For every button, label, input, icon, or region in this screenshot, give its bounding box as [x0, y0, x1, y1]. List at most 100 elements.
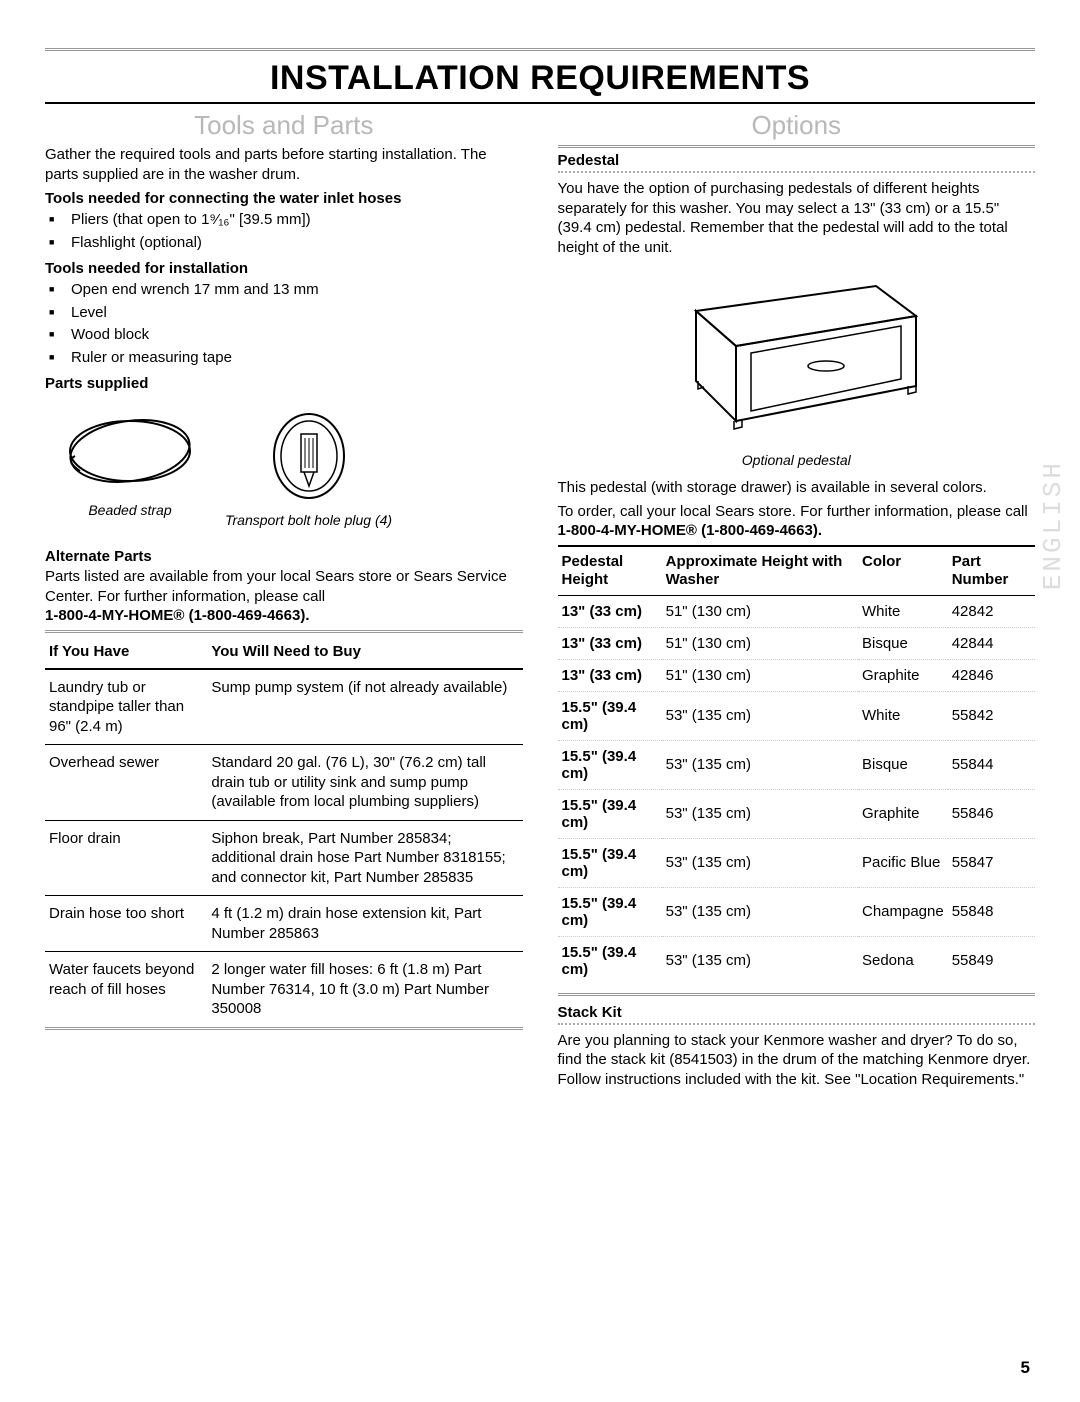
- table-row: 15.5" (39.4 cm)53" (135 cm)Graphite55846: [558, 789, 1036, 838]
- list-item: Pliers (that open to 1⁹⁄₁₆" [39.5 mm]): [49, 209, 523, 232]
- alternate-parts-heading: Alternate Parts: [45, 548, 523, 565]
- cell-color: Graphite: [858, 789, 948, 838]
- table-row: Laundry tub or standpipe taller than 96"…: [45, 669, 523, 745]
- th-color: Color: [858, 546, 948, 596]
- title-underline: [45, 102, 1035, 104]
- cell-you-need: 2 longer water fill hoses: 6 ft (1.8 m) …: [207, 952, 522, 1029]
- cell-you-need: Sump pump system (if not already availab…: [207, 669, 522, 745]
- options-heading: Options: [558, 110, 1036, 141]
- table-row: 13" (33 cm)51" (130 cm)Bisque42844: [558, 627, 1036, 659]
- cell-if-you-have: Drain hose too short: [45, 896, 207, 952]
- cell-approx: 51" (130 cm): [662, 659, 858, 691]
- cell-approx: 53" (135 cm): [662, 691, 858, 740]
- cell-height: 15.5" (39.4 cm): [558, 838, 662, 887]
- table-row: Floor drainSiphon break, Part Number 285…: [45, 820, 523, 896]
- cell-approx: 53" (135 cm): [662, 838, 858, 887]
- th-ped-height: Pedestal Height: [558, 546, 662, 596]
- table-row: Water faucets beyond reach of fill hoses…: [45, 952, 523, 1029]
- list-item: Ruler or measuring tape: [49, 347, 523, 370]
- cell-if-you-have: Water faucets beyond reach of fill hoses: [45, 952, 207, 1029]
- th-part-num: Part Number: [948, 546, 1035, 596]
- table-row: 15.5" (39.4 cm)53" (135 cm)Bisque55844: [558, 740, 1036, 789]
- alternate-parts-table: If You Have You Will Need to Buy Laundry…: [45, 635, 523, 1030]
- cell-if-you-have: Floor drain: [45, 820, 207, 896]
- pedestal-availability: This pedestal (with storage drawer) is a…: [558, 478, 1036, 498]
- intro-text: Gather the required tools and parts befo…: [45, 145, 523, 184]
- cell-height: 13" (33 cm): [558, 627, 662, 659]
- pedestal-intro: You have the option of purchasing pedest…: [558, 179, 1036, 257]
- table-row: 15.5" (39.4 cm)53" (135 cm)Pacific Blue5…: [558, 838, 1036, 887]
- tools-parts-heading: Tools and Parts: [45, 110, 523, 141]
- th-you-need: You Will Need to Buy: [207, 635, 522, 669]
- transport-plug-figure: Transport bolt hole plug (4): [225, 406, 392, 528]
- cell-color: Bisque: [858, 627, 948, 659]
- cell-height: 15.5" (39.4 cm): [558, 936, 662, 985]
- cell-approx: 53" (135 cm): [662, 936, 858, 985]
- side-language-label: ENGLISH: [1038, 460, 1068, 590]
- ped-order-text: To order, call your local Sears store. F…: [558, 503, 1028, 520]
- cell-height: 15.5" (39.4 cm): [558, 887, 662, 936]
- list-item: Open end wrench 17 mm and 13 mm: [49, 279, 523, 302]
- alt-parts-intro-text: Parts listed are available from your loc…: [45, 568, 507, 605]
- cell-color: Champagne: [858, 887, 948, 936]
- phone-number: 1-800-4-MY-HOME® (1-800-469-4663).: [558, 522, 823, 539]
- stack-kit-heading: Stack Kit: [558, 1004, 1036, 1021]
- table-row: 13" (33 cm)51" (130 cm)White42842: [558, 595, 1036, 627]
- pedestal-heading: Pedestal: [558, 152, 1036, 169]
- fig-caption: Beaded strap: [88, 502, 171, 518]
- parts-supplied-heading: Parts supplied: [45, 375, 523, 392]
- pedestal-order-info: To order, call your local Sears store. F…: [558, 502, 1036, 541]
- top-rule: [45, 48, 1035, 51]
- table-row: 15.5" (39.4 cm)53" (135 cm)Sedona55849: [558, 936, 1036, 985]
- cell-part: 55842: [948, 691, 1035, 740]
- ped-table-bottom-rule: [558, 993, 1036, 996]
- cell-part: 55848: [948, 887, 1035, 936]
- options-rule: [558, 145, 1036, 148]
- cell-part: 55844: [948, 740, 1035, 789]
- cell-approx: 53" (135 cm): [662, 740, 858, 789]
- left-column: Tools and Parts Gather the required tool…: [45, 110, 523, 1093]
- cell-part: 42846: [948, 659, 1035, 691]
- cell-if-you-have: Overhead sewer: [45, 745, 207, 821]
- cell-height: 15.5" (39.4 cm): [558, 740, 662, 789]
- alt-parts-intro: Parts listed are available from your loc…: [45, 567, 523, 626]
- phone-number: 1-800-4-MY-HOME® (1-800-469-4663).: [45, 607, 310, 624]
- cell-approx: 53" (135 cm): [662, 789, 858, 838]
- page-number: 5: [1021, 1358, 1030, 1378]
- table-row: 13" (33 cm)51" (130 cm)Graphite42846: [558, 659, 1036, 691]
- pedestal-table: Pedestal Height Approximate Height with …: [558, 545, 1036, 985]
- tools-hoses-list: Pliers (that open to 1⁹⁄₁₆" [39.5 mm]) F…: [45, 209, 523, 254]
- table-row: 15.5" (39.4 cm)53" (135 cm)Champagne5584…: [558, 887, 1036, 936]
- cell-height: 15.5" (39.4 cm): [558, 789, 662, 838]
- cell-you-need: Standard 20 gal. (76 L), 30" (76.2 cm) t…: [207, 745, 522, 821]
- cell-height: 13" (33 cm): [558, 659, 662, 691]
- table-row: 15.5" (39.4 cm)53" (135 cm)White55842: [558, 691, 1036, 740]
- cell-height: 15.5" (39.4 cm): [558, 691, 662, 740]
- table-top-rule: [45, 630, 523, 633]
- cell-color: White: [858, 691, 948, 740]
- tools-hoses-heading: Tools needed for connecting the water in…: [45, 190, 523, 207]
- cell-part: 55846: [948, 789, 1035, 838]
- cell-approx: 51" (130 cm): [662, 627, 858, 659]
- cell-approx: 53" (135 cm): [662, 887, 858, 936]
- cell-part: 42842: [948, 595, 1035, 627]
- cell-part: 42844: [948, 627, 1035, 659]
- stack-rule: [558, 1023, 1036, 1025]
- cell-you-need: Siphon break, Part Number 285834; additi…: [207, 820, 522, 896]
- cell-if-you-have: Laundry tub or standpipe taller than 96"…: [45, 669, 207, 745]
- fig-caption: Transport bolt hole plug (4): [225, 512, 392, 528]
- cell-color: Bisque: [858, 740, 948, 789]
- main-title: INSTALLATION REQUIREMENTS: [45, 59, 1035, 98]
- cell-color: Pacific Blue: [858, 838, 948, 887]
- th-approx-height: Approximate Height with Washer: [662, 546, 858, 596]
- pedestal-caption: Optional pedestal: [558, 452, 1036, 468]
- pedestal-rule: [558, 171, 1036, 173]
- beaded-strap-figure: Beaded strap: [55, 406, 205, 528]
- right-column: Options Pedestal You have the option of …: [558, 110, 1036, 1093]
- cell-color: Sedona: [858, 936, 948, 985]
- pedestal-figure: [558, 271, 1036, 446]
- th-if-you-have: If You Have: [45, 635, 207, 669]
- list-item: Level: [49, 302, 523, 325]
- table-row: Overhead sewerStandard 20 gal. (76 L), 3…: [45, 745, 523, 821]
- cell-you-need: 4 ft (1.2 m) drain hose extension kit, P…: [207, 896, 522, 952]
